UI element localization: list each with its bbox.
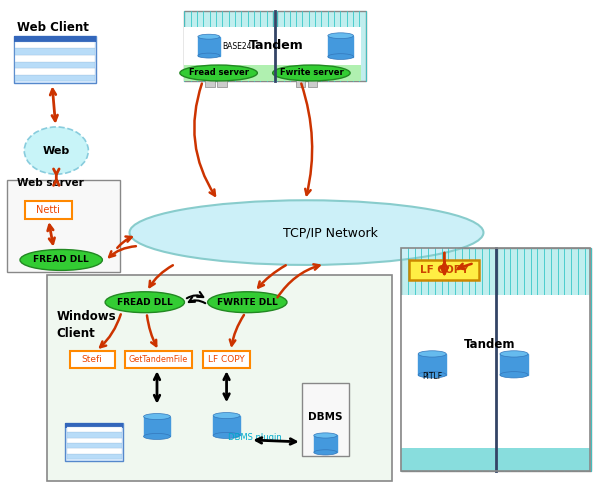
Bar <box>15 75 95 82</box>
Bar <box>15 55 95 62</box>
Text: PITLF: PITLF <box>422 372 442 382</box>
Bar <box>15 68 95 75</box>
Ellipse shape <box>143 434 170 440</box>
Bar <box>67 448 122 454</box>
Ellipse shape <box>105 292 185 312</box>
Bar <box>277 12 366 81</box>
Bar <box>67 443 122 448</box>
Ellipse shape <box>314 433 337 438</box>
Bar <box>497 248 592 472</box>
Bar <box>401 248 496 472</box>
Ellipse shape <box>25 127 88 174</box>
Ellipse shape <box>143 414 170 420</box>
Text: Tandem: Tandem <box>464 338 516 351</box>
Bar <box>67 438 122 443</box>
Ellipse shape <box>314 450 337 455</box>
Bar <box>15 48 95 55</box>
Text: Windows: Windows <box>56 310 116 322</box>
Ellipse shape <box>208 292 287 312</box>
Ellipse shape <box>180 65 257 81</box>
Bar <box>401 294 590 449</box>
Ellipse shape <box>500 372 528 378</box>
Bar <box>15 62 95 68</box>
Ellipse shape <box>273 65 350 81</box>
Bar <box>185 27 362 66</box>
Text: FREAD DLL: FREAD DLL <box>33 256 89 264</box>
Bar <box>295 80 305 87</box>
Text: Fread server: Fread server <box>189 68 249 78</box>
Bar <box>143 416 170 436</box>
Bar <box>124 351 192 368</box>
Text: DBMS plugin: DBMS plugin <box>228 433 281 442</box>
Text: LF COPY: LF COPY <box>208 356 245 364</box>
Bar <box>185 12 273 81</box>
Bar <box>308 80 318 87</box>
Bar <box>67 454 122 460</box>
Ellipse shape <box>198 34 220 39</box>
Bar <box>409 260 479 280</box>
Ellipse shape <box>20 250 102 270</box>
Bar <box>401 448 590 471</box>
Bar <box>500 354 528 375</box>
Text: TCP/IP Network: TCP/IP Network <box>283 226 378 239</box>
Bar <box>13 36 96 84</box>
Text: Web: Web <box>43 146 70 156</box>
Ellipse shape <box>213 412 240 418</box>
Bar <box>418 354 446 375</box>
Text: LF COPY: LF COPY <box>420 265 469 275</box>
Bar <box>67 432 122 438</box>
Bar <box>302 383 349 456</box>
Text: DBMS: DBMS <box>308 412 343 422</box>
Bar <box>13 36 96 43</box>
Ellipse shape <box>129 200 484 265</box>
Text: BASE24: BASE24 <box>223 42 252 50</box>
Text: FREAD DLL: FREAD DLL <box>117 298 173 306</box>
Ellipse shape <box>213 432 240 438</box>
Bar <box>70 351 115 368</box>
Ellipse shape <box>328 54 354 60</box>
Ellipse shape <box>328 33 354 38</box>
Bar <box>47 275 392 481</box>
Bar <box>205 80 215 87</box>
Text: Fwrite server: Fwrite server <box>280 68 343 78</box>
Text: GetTandemFile: GetTandemFile <box>129 356 188 364</box>
Ellipse shape <box>418 372 446 378</box>
Bar <box>66 422 123 428</box>
Bar <box>185 65 362 81</box>
Bar <box>15 42 95 48</box>
Bar <box>218 80 227 87</box>
Bar <box>328 36 354 56</box>
Text: Web Client: Web Client <box>17 21 88 34</box>
Ellipse shape <box>418 351 446 357</box>
Text: Tandem: Tandem <box>248 38 303 52</box>
Bar <box>213 416 240 436</box>
Bar <box>314 436 337 452</box>
Bar <box>7 180 120 272</box>
Ellipse shape <box>198 53 220 58</box>
Text: Web server: Web server <box>17 178 83 188</box>
Bar <box>401 248 590 472</box>
Text: Stefi: Stefi <box>82 356 103 364</box>
Text: FWRITE DLL: FWRITE DLL <box>217 298 278 306</box>
Bar <box>25 201 72 219</box>
Bar <box>198 36 220 56</box>
Text: Client: Client <box>56 327 95 340</box>
Bar <box>203 351 250 368</box>
Bar <box>67 427 122 432</box>
Ellipse shape <box>500 351 528 357</box>
Text: Netti: Netti <box>36 205 60 215</box>
Bar <box>66 422 123 462</box>
